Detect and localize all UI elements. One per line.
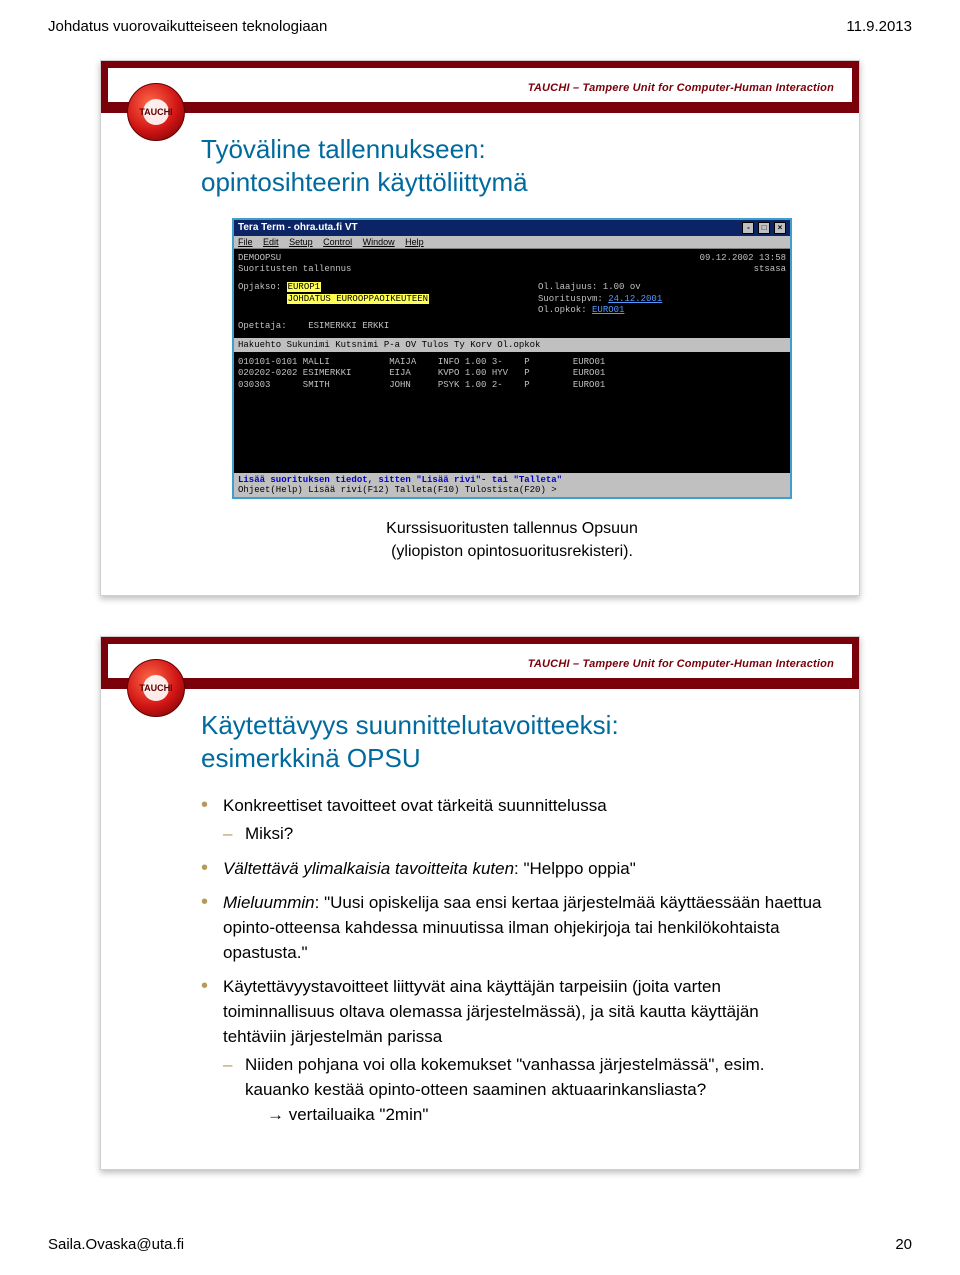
slide-topbar-inner: TAUCHI – Tampere Unit for Computer-Human… bbox=[107, 643, 853, 679]
window-controls: - □ × bbox=[741, 222, 786, 234]
term-suoritusten: Suoritusten tallennus bbox=[238, 264, 351, 276]
slide-2: TAUCHI – Tampere Unit for Computer-Human… bbox=[100, 636, 860, 1170]
term-demo: DEMOOPSU bbox=[238, 253, 281, 265]
tauchi-logo-text: TAUCHI bbox=[143, 99, 169, 125]
menu-edit[interactable]: Edit bbox=[263, 237, 279, 247]
terminal-status-blue: Lisää suorituksen tiedot, sitten "Lisää … bbox=[238, 475, 786, 485]
bullet-4: Käytettävyystavoitteet liittyvät aina kä… bbox=[201, 975, 823, 1127]
suorituspvm-value: 24.12.2001 bbox=[608, 294, 662, 304]
slides-container: TAUCHI – Tampere Unit for Computer-Human… bbox=[100, 60, 860, 1210]
bullet-1-sub: Miksi? bbox=[223, 822, 823, 847]
term-datetime: 09.12.2002 13:58 bbox=[700, 253, 786, 265]
bullet-4-sub: Niiden pohjana voi olla kokemukset "vanh… bbox=[223, 1053, 823, 1102]
terminal-title: Tera Term - ohra.uta.fi VT bbox=[238, 222, 358, 234]
opettaja-value: ESIMERKKI ERKKI bbox=[308, 321, 389, 331]
footer-email: Saila.Ovaska@uta.fi bbox=[48, 1236, 184, 1253]
page-header: Johdatus vuorovaikutteiseen teknologiaan… bbox=[48, 18, 912, 35]
opjakso-name: JOHDATUS EUROOPPAOIKEUTEEN bbox=[287, 294, 429, 304]
menu-file[interactable]: File bbox=[238, 237, 253, 247]
tauchi-logo: TAUCHI bbox=[127, 83, 185, 141]
term-user: stsasa bbox=[754, 264, 786, 276]
slide-1-body: Työväline tallennukseen: opintosihteerin… bbox=[101, 113, 859, 595]
opettaja-label: Opettaja: bbox=[238, 321, 287, 331]
header-course-title: Johdatus vuorovaikutteiseen teknologiaan bbox=[48, 18, 327, 35]
terminal-titlebar: Tera Term - ohra.uta.fi VT - □ × bbox=[234, 220, 790, 236]
close-icon[interactable]: × bbox=[774, 222, 786, 234]
bullet-1: Konkreettiset tavoitteet ovat tärkeitä s… bbox=[201, 794, 823, 847]
slide-2-body: Käytettävyys suunnittelutavoitteeksi: es… bbox=[101, 689, 859, 1169]
caption-line1: Kurssisuoritusten tallennus Opsuun bbox=[386, 520, 638, 537]
slide-2-title-line1: Käytettävyys suunnittelutavoitteeksi: bbox=[201, 710, 619, 740]
footer-page-number: 20 bbox=[895, 1236, 912, 1253]
tauchi-logo-text: TAUCHI bbox=[143, 675, 169, 701]
bullet-3-emph: Mieluummin bbox=[223, 893, 315, 912]
ol-opkok-value: EURO01 bbox=[592, 305, 624, 315]
menu-setup[interactable]: Setup bbox=[289, 237, 313, 247]
slide-1-title-line1: Työväline tallennukseen: bbox=[201, 134, 486, 164]
terminal-fn-keys: Ohjeet(Help) Lisää rivi(F12) Talleta(F10… bbox=[238, 485, 786, 495]
slide-2-title: Käytettävyys suunnittelutavoitteeksi: es… bbox=[201, 709, 823, 776]
slide-topbar: TAUCHI – Tampere Unit for Computer-Human… bbox=[101, 637, 859, 689]
slide-2-title-line2: esimerkkinä OPSU bbox=[201, 743, 421, 773]
bullet-4-sub2-text: vertailuaika "2min" bbox=[284, 1105, 428, 1124]
bullet-2-rest: : "Helppo oppia" bbox=[514, 859, 636, 878]
tauchi-logo: TAUCHI bbox=[127, 659, 185, 717]
terminal-status: Lisää suorituksen tiedot, sitten "Lisää … bbox=[234, 473, 790, 497]
slide-topbar: TAUCHI – Tampere Unit for Computer-Human… bbox=[101, 61, 859, 113]
bullet-2: Vältettävä ylimalkaisia tavoitteita kute… bbox=[201, 857, 823, 882]
menu-help[interactable]: Help bbox=[405, 237, 424, 247]
maximize-icon[interactable]: □ bbox=[758, 222, 770, 234]
menu-control[interactable]: Control bbox=[323, 237, 352, 247]
menu-window[interactable]: Window bbox=[363, 237, 395, 247]
slide-1-title: Työväline tallennukseen: opintosihteerin… bbox=[201, 133, 823, 200]
slide-1: TAUCHI – Tampere Unit for Computer-Human… bbox=[100, 60, 860, 596]
tauchi-label: TAUCHI – Tampere Unit for Computer-Human… bbox=[528, 658, 834, 670]
header-date: 11.9.2013 bbox=[846, 18, 912, 35]
bullet-4-sub2: → vertailuaika "2min" bbox=[223, 1103, 823, 1128]
tauchi-label: TAUCHI – Tampere Unit for Computer-Human… bbox=[528, 82, 834, 94]
suorituspvm-label: Suorituspvm: bbox=[538, 294, 608, 304]
terminal-columns: Hakuehto Sukunimi Kutsnimi P-a OV Tulos … bbox=[234, 337, 790, 353]
opjakso-code: EUROP1 bbox=[287, 282, 321, 292]
terminal-data-rows: 010101-0101 MALLI MAIJA INFO 1.00 3- P E… bbox=[234, 353, 790, 473]
minimize-icon[interactable]: - bbox=[742, 222, 754, 234]
slide-1-title-line2: opintosihteerin käyttöliittymä bbox=[201, 167, 528, 197]
bullet-2-emph: Vältettävä ylimalkaisia tavoitteita kute… bbox=[223, 859, 514, 878]
opjakso-label: Opjakso: bbox=[238, 282, 281, 292]
caption-line2: (yliopiston opintosuoritusrekisteri). bbox=[391, 543, 633, 560]
terminal-menu: File Edit Setup Control Window Help bbox=[234, 236, 790, 249]
terminal-info-area: DEMOOPSU 09.12.2002 13:58 Suoritusten ta… bbox=[234, 249, 790, 337]
ol-laajuus: Ol.laajuus: 1.00 ov bbox=[538, 282, 641, 292]
page-footer: Saila.Ovaska@uta.fi 20 bbox=[48, 1236, 912, 1253]
slide-topbar-inner: TAUCHI – Tampere Unit for Computer-Human… bbox=[107, 67, 853, 103]
terminal-window: Tera Term - ohra.uta.fi VT - □ × File Ed… bbox=[232, 218, 792, 499]
arrow-icon: → bbox=[267, 1105, 284, 1124]
bullet-3: Mieluummin: "Uusi opiskelija saa ensi ke… bbox=[201, 891, 823, 965]
slide-1-caption: Kurssisuoritusten tallennus Opsuun (ylio… bbox=[201, 517, 823, 563]
ol-opkok-label: Ol.opkok: bbox=[538, 305, 592, 315]
slide-2-content: Konkreettiset tavoitteet ovat tärkeitä s… bbox=[201, 794, 823, 1128]
bullet-1-text: Konkreettiset tavoitteet ovat tärkeitä s… bbox=[223, 796, 607, 815]
bullet-4-text: Käytettävyystavoitteet liittyvät aina kä… bbox=[223, 977, 759, 1045]
